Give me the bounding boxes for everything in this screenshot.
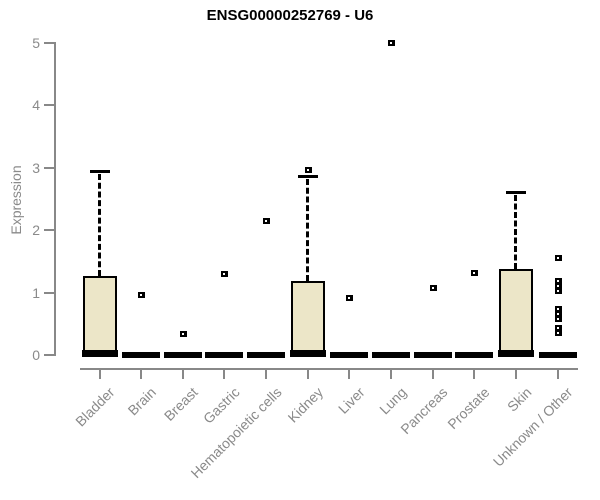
outlier-point-center	[556, 280, 559, 283]
outlier-point-center	[556, 318, 559, 321]
median-lung	[371, 352, 410, 358]
x-axis-tick	[265, 370, 268, 379]
x-tick-label-bladder: Bladder	[72, 384, 118, 430]
y-tick-label: 3	[32, 159, 40, 176]
y-tick-label: 2	[32, 222, 40, 239]
outlier-point	[554, 306, 562, 313]
y-axis-tick	[44, 291, 54, 294]
whisker-cap-kidney	[297, 174, 318, 178]
box-skin	[498, 268, 533, 354]
x-axis-tick	[431, 370, 434, 379]
outlier-point-center	[556, 257, 559, 260]
outlier-point-center	[181, 332, 184, 335]
x-axis-tick	[98, 370, 101, 379]
y-axis-line	[54, 42, 56, 356]
outlier-point-center	[556, 308, 559, 311]
y-tick-label: 4	[32, 97, 40, 114]
outlier-point	[554, 287, 562, 294]
outlier-point-center	[389, 42, 392, 44]
whisker-bladder	[97, 173, 101, 276]
box-kidney	[290, 280, 325, 354]
y-tick-label: 0	[32, 347, 40, 363]
median-liver	[330, 352, 369, 358]
median-prostate	[455, 352, 494, 358]
outlier-point	[554, 324, 562, 331]
outlier-point	[138, 292, 146, 299]
median-gastric	[205, 352, 244, 358]
outlier-point-center	[556, 289, 559, 292]
chart-title: ENSG00000252769 - U6	[206, 7, 374, 24]
outlier-point	[221, 270, 229, 277]
outlier-point-center	[140, 294, 143, 297]
outlier-point	[554, 316, 562, 323]
outlier-point	[346, 294, 354, 301]
x-axis-tick	[140, 370, 143, 379]
y-axis-tick	[44, 354, 54, 356]
box-bladder	[82, 275, 117, 354]
outlier-point	[387, 40, 395, 46]
x-tick-label-lung: Lung	[375, 384, 410, 418]
whisker-skin	[513, 194, 517, 269]
outlier-point-center	[431, 287, 434, 290]
y-axis-tick	[44, 42, 54, 44]
median-breast	[163, 352, 202, 358]
x-tick-label-brain: Brain	[125, 384, 160, 419]
outlier-point-center	[556, 332, 559, 335]
median-bladder	[81, 350, 118, 357]
median-unknown-other	[538, 352, 577, 358]
outlier-point-center	[265, 220, 268, 223]
x-tick-label-breast: Breast	[161, 384, 202, 424]
x-tick-label-liver: Liver	[334, 384, 368, 417]
whisker-cap-bladder	[89, 169, 110, 173]
x-axis-tick	[389, 370, 392, 379]
outlier-point-center	[473, 272, 476, 275]
x-tick-label-kidney: Kidney	[284, 384, 327, 426]
y-axis-tick	[44, 104, 54, 107]
x-axis-tick	[306, 370, 309, 379]
outlier-point	[554, 278, 562, 285]
outlier-point	[471, 270, 479, 277]
y-axis-tick	[44, 229, 54, 232]
outlier-point	[429, 285, 437, 292]
outlier-point-center	[556, 326, 559, 329]
outlier-point-center	[306, 169, 309, 172]
outlier-point-center	[556, 313, 559, 316]
x-axis-tick	[514, 370, 517, 379]
x-axis-tick	[223, 370, 226, 379]
x-axis-tick	[348, 370, 351, 379]
y-axis-tick	[44, 166, 54, 169]
y-tick-label: 5	[32, 35, 40, 51]
outlier-point-center	[223, 272, 226, 275]
x-tick-label-skin: Skin	[503, 384, 535, 415]
x-tick-label-prostate: Prostate	[444, 384, 493, 433]
outlier-point	[304, 167, 312, 174]
x-axis-tick	[473, 370, 476, 379]
x-axis-line	[80, 368, 578, 370]
outlier-point	[554, 311, 562, 318]
median-brain	[122, 352, 161, 358]
whisker-cap-skin	[505, 190, 526, 194]
median-skin	[497, 350, 534, 357]
whisker-kidney	[305, 178, 309, 281]
outlier-point-center	[348, 296, 351, 299]
median-pancreas	[413, 352, 452, 358]
median-kidney	[289, 350, 326, 357]
outlier-point-center	[556, 285, 559, 288]
outlier-point	[179, 330, 187, 337]
x-axis-tick	[181, 370, 184, 379]
outlier-point	[554, 283, 562, 290]
median-hematopoietic-cells	[247, 352, 286, 358]
x-axis-tick	[556, 370, 559, 379]
outlier-point	[554, 330, 562, 337]
outlier-point	[263, 218, 271, 225]
x-tick-label-unknown-other: Unknown / Other	[490, 384, 576, 470]
y-tick-label: 1	[32, 284, 40, 301]
outlier-point	[554, 255, 562, 262]
